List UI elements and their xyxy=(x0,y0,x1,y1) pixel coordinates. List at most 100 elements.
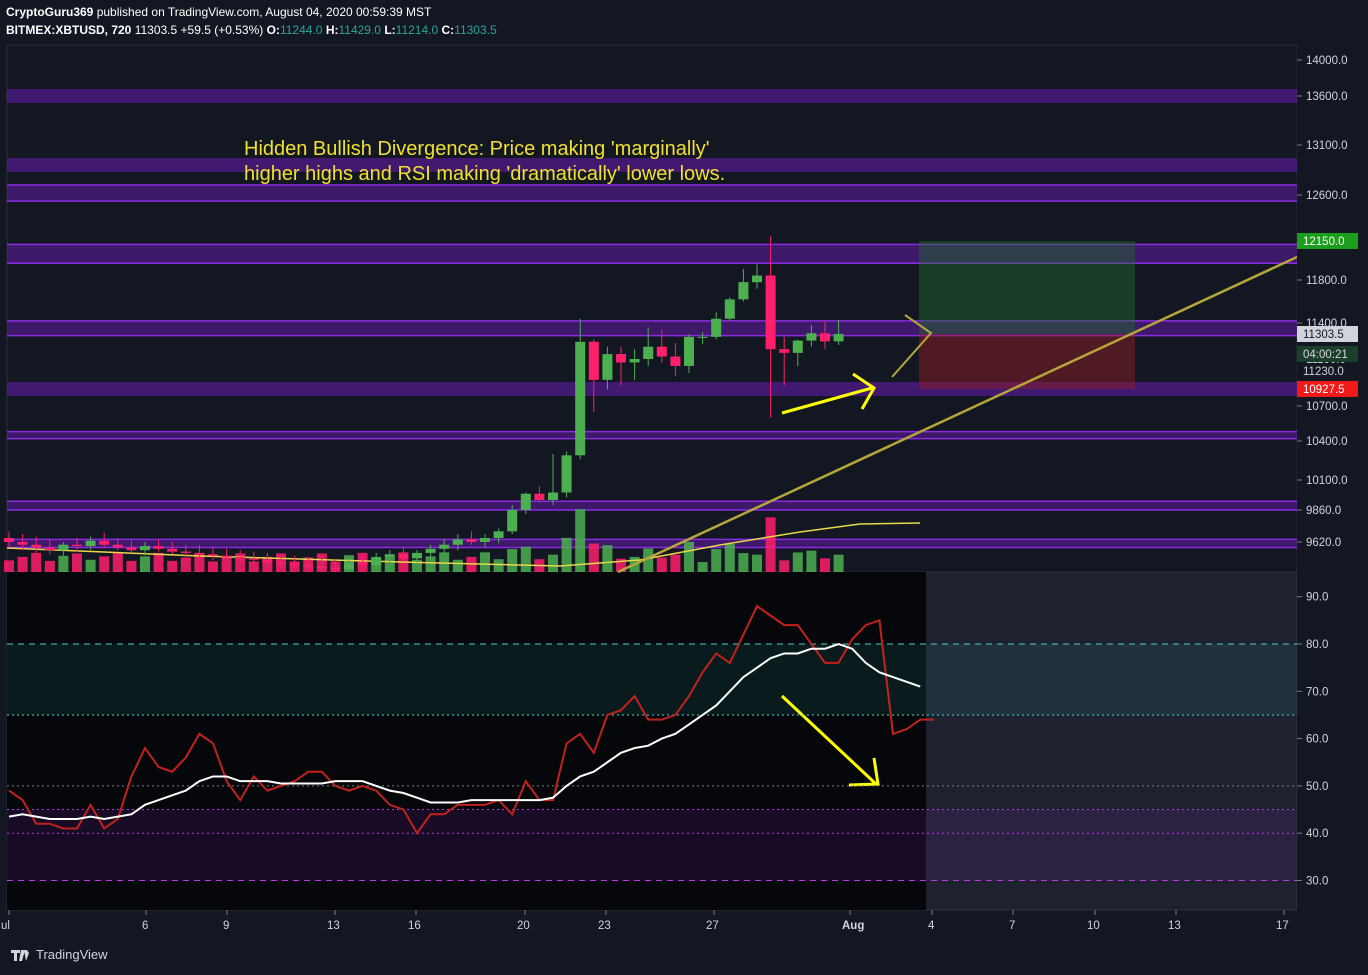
time-tick-label: Aug xyxy=(842,920,864,932)
tradingview-logo[interactable]: TradingView xyxy=(10,947,108,962)
volume-bar xyxy=(384,556,395,572)
candle-body xyxy=(439,544,450,549)
time-tick-label: 17 xyxy=(1276,920,1289,932)
high-value: 11429.0 xyxy=(338,23,381,37)
low-label: L: xyxy=(384,23,396,37)
candle-body xyxy=(806,333,817,341)
candle-body xyxy=(208,554,218,556)
candle-body xyxy=(833,334,844,342)
low-value: 11214.0 xyxy=(395,23,439,37)
time-tick-label: 13 xyxy=(327,920,340,932)
publisher-name[interactable]: CryptoGuru369 xyxy=(6,5,94,19)
candle-body xyxy=(507,510,518,532)
time-tick-label: 13 xyxy=(1168,920,1181,932)
price-badge xyxy=(1297,346,1358,362)
volume-bar xyxy=(588,543,599,572)
candle-body xyxy=(303,565,314,567)
candle-body xyxy=(602,354,613,380)
high-label: H: xyxy=(325,23,339,37)
volume-bar xyxy=(425,556,436,572)
candle-body xyxy=(493,531,504,538)
rsi-tick-label: 90.0 xyxy=(1306,592,1328,604)
volume-bar xyxy=(507,549,518,572)
time-tick-label: 7 xyxy=(1009,920,1015,932)
price-badge-label: 11303.5 xyxy=(1303,329,1344,341)
volume-bar xyxy=(602,545,613,572)
resistance-zone xyxy=(7,244,1297,264)
volume-bar xyxy=(670,554,681,572)
annotation-line1: Hidden Bullish Divergence: Price making … xyxy=(244,138,710,160)
volume-bar xyxy=(684,541,694,572)
rsi-future-shade xyxy=(926,572,1297,910)
candle-body xyxy=(452,539,463,545)
position-target xyxy=(919,241,1135,334)
volume-bar xyxy=(194,553,205,572)
candle-body xyxy=(112,544,123,548)
candle-body xyxy=(276,562,286,564)
volume-bar xyxy=(439,552,450,572)
candle-body xyxy=(4,538,14,542)
volume-bar xyxy=(493,559,504,572)
price-arrow xyxy=(781,386,873,415)
candle-body xyxy=(31,544,42,548)
volume-bar xyxy=(765,517,776,572)
candle-body xyxy=(480,538,490,542)
volume-bar xyxy=(452,559,463,572)
rsi-tick-label: 40.0 xyxy=(1306,828,1328,840)
resistance-zone xyxy=(7,320,1297,336)
candle-body xyxy=(357,562,368,566)
volume-bar xyxy=(248,561,259,572)
volume-bar xyxy=(208,561,218,572)
price-change: +59.5 (+0.53%) xyxy=(180,23,264,37)
published-text: published on TradingView.com, August 04,… xyxy=(96,5,432,19)
rsi-history-bg xyxy=(7,572,926,910)
candle-body xyxy=(194,552,205,555)
volume-bar xyxy=(72,553,82,572)
volume-bar xyxy=(575,509,586,572)
price-arrow-head xyxy=(852,372,876,410)
volume-bar xyxy=(724,544,735,572)
candle-body xyxy=(643,346,654,359)
candle-body xyxy=(58,544,69,551)
candle-body xyxy=(289,563,300,566)
candle-body xyxy=(792,340,803,353)
resistance-zone xyxy=(7,501,1297,510)
price-tick-label: 10400.0 xyxy=(1306,436,1348,448)
volume-bar xyxy=(616,558,626,572)
candle-body xyxy=(248,558,259,560)
close-value: 11303.5 xyxy=(454,23,497,37)
price-badge xyxy=(1297,326,1358,342)
candle-body xyxy=(180,551,191,553)
price-axis xyxy=(1297,45,1368,910)
candle-body xyxy=(17,542,28,545)
volume-bar xyxy=(643,548,654,572)
candle-body xyxy=(520,493,531,510)
ohlc-line: BITMEX:XBTUSD, 720 11303.5 +59.5 (+0.53%… xyxy=(6,23,497,37)
price-badge xyxy=(1297,233,1358,249)
volume-bar xyxy=(520,546,531,572)
rsi-arrow-head xyxy=(848,757,880,787)
price-badge-label: 04:00:21 xyxy=(1303,349,1348,361)
volume-bar xyxy=(221,557,232,572)
volume-bar xyxy=(112,552,123,572)
volume-bar xyxy=(833,554,844,572)
volume-bar xyxy=(180,557,191,572)
close-label: C: xyxy=(441,23,455,37)
candle-body xyxy=(765,275,776,350)
time-tick-label: 4 xyxy=(928,920,935,932)
candle-body xyxy=(167,548,178,552)
candle-body xyxy=(44,547,55,551)
price-badge-label: 10927.5 xyxy=(1303,384,1345,396)
resistance-zone xyxy=(7,431,1297,439)
candle-body xyxy=(724,299,735,319)
rsi-ma-line xyxy=(8,642,921,821)
candle-body xyxy=(616,354,626,363)
candle-body xyxy=(548,492,558,500)
rsi-oversold-band xyxy=(7,810,1297,881)
resistance-zone xyxy=(7,539,1297,548)
volume-bar xyxy=(4,560,14,572)
candle-body xyxy=(153,546,164,549)
price-tick-label: 9860.0 xyxy=(1306,505,1341,517)
